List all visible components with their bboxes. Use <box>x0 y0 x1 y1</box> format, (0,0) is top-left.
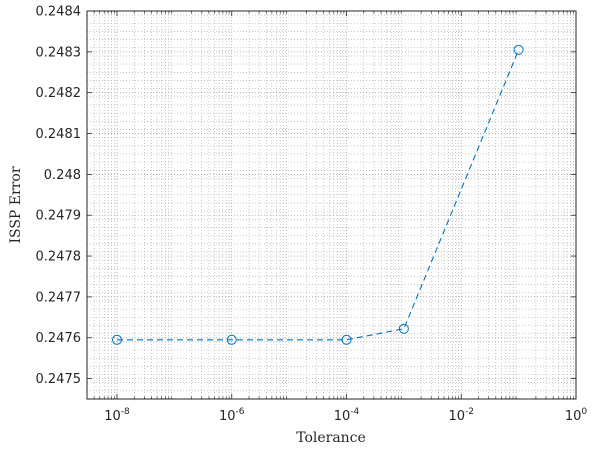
plot-background <box>87 11 576 399</box>
y-tick-label: 0.2476 <box>36 331 82 346</box>
y-tick-label: 0.248 <box>44 168 81 183</box>
x-tick-label: 10-8 <box>104 407 130 424</box>
x-tick-labels: 10-8 10-6 10-4 10-2 100 <box>104 407 587 424</box>
y-tick-label: 0.2478 <box>36 250 82 265</box>
x-tick-label: 10-6 <box>219 407 245 424</box>
y-tick-labels: 0.2475 0.2476 0.2477 0.2478 0.2479 0.248 0.248… <box>36 5 82 388</box>
y-tick-label: 0.2484 <box>36 5 82 20</box>
x-tick-label: 100 <box>565 407 588 424</box>
y-tick-label: 0.2482 <box>36 86 82 101</box>
y-tick-label: 0.2477 <box>36 290 82 305</box>
y-tick-label: 0.2479 <box>36 209 82 224</box>
y-tick-label: 0.2483 <box>36 45 82 60</box>
x-tick-label: 10-4 <box>334 407 360 424</box>
x-axis-title: Tolerance <box>296 430 366 446</box>
y-tick-label: 0.2481 <box>36 127 82 142</box>
y-tick-label: 0.2475 <box>36 372 82 387</box>
y-axis-title: ISSP Error <box>8 166 24 243</box>
x-tick-label: 10-2 <box>448 407 474 424</box>
